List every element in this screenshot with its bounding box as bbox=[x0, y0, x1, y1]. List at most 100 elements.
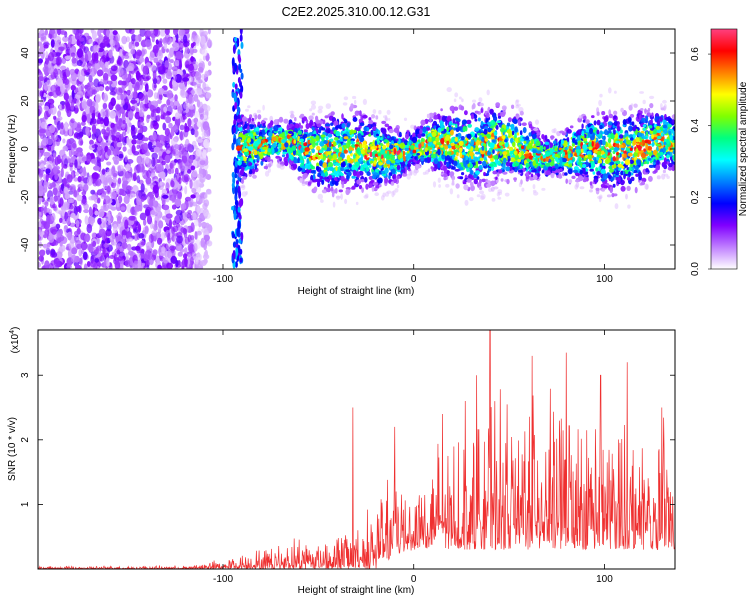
heat-cell bbox=[373, 126, 376, 131]
heat-cell bbox=[38, 255, 44, 262]
heat-cell bbox=[236, 227, 240, 237]
heat-cell bbox=[257, 121, 261, 126]
heat-cell bbox=[310, 170, 316, 174]
heat-cell bbox=[111, 178, 118, 183]
heat-cell bbox=[194, 71, 202, 81]
heat-cell bbox=[318, 160, 323, 167]
heat-cell bbox=[145, 75, 151, 81]
heat-cell bbox=[106, 29, 110, 37]
heat-cell bbox=[203, 234, 210, 242]
heat-cell bbox=[156, 237, 163, 245]
heat-cell bbox=[77, 164, 81, 169]
heat-cell bbox=[164, 154, 171, 164]
heat-cell bbox=[169, 59, 174, 64]
heat-cell bbox=[43, 234, 48, 239]
heat-cell bbox=[110, 78, 118, 88]
heat-cell bbox=[51, 228, 57, 235]
heat-cell bbox=[340, 167, 345, 172]
heat-cell bbox=[114, 260, 121, 269]
heat-cell bbox=[162, 78, 168, 84]
heat-cell bbox=[197, 173, 204, 179]
heat-cell bbox=[48, 234, 55, 243]
heat-cell bbox=[231, 182, 235, 188]
heat-cell bbox=[592, 171, 596, 175]
heat-cell bbox=[71, 149, 75, 156]
heat-cell bbox=[190, 222, 195, 233]
heat-cell bbox=[299, 138, 305, 142]
heat-cell bbox=[239, 248, 243, 255]
heat-cell bbox=[79, 257, 83, 266]
heat-cell bbox=[506, 178, 510, 185]
heat-cell bbox=[467, 123, 473, 128]
heat-cell bbox=[56, 154, 61, 165]
heat-cell bbox=[100, 78, 104, 85]
heat-cell bbox=[187, 210, 193, 215]
heat-cell bbox=[183, 102, 189, 110]
heat-cell bbox=[44, 201, 49, 207]
heat-cell bbox=[234, 199, 238, 206]
heat-cell bbox=[199, 160, 206, 166]
heat-cell bbox=[283, 118, 289, 124]
heat-cell bbox=[60, 30, 67, 35]
heat-cell bbox=[70, 156, 76, 163]
heat-cell bbox=[504, 192, 510, 197]
heat-cell bbox=[136, 175, 141, 184]
heat-cell bbox=[161, 246, 166, 254]
heat-cell bbox=[176, 235, 183, 244]
heat-cell bbox=[148, 233, 154, 243]
heat-cell bbox=[204, 105, 211, 112]
heat-cell bbox=[38, 181, 42, 186]
heat-cell bbox=[76, 194, 83, 202]
heat-cell bbox=[130, 126, 137, 135]
heat-cell bbox=[171, 66, 179, 71]
heat-cell bbox=[264, 170, 270, 177]
heat-cell bbox=[203, 212, 211, 219]
heat-cell bbox=[106, 161, 112, 166]
heat-cell bbox=[199, 31, 206, 37]
heat-cell bbox=[550, 136, 554, 140]
heat-cell bbox=[532, 184, 536, 190]
heat-cell bbox=[131, 185, 139, 195]
heat-cell bbox=[138, 109, 143, 117]
heat-cell bbox=[97, 112, 101, 120]
heat-cell bbox=[152, 108, 159, 114]
heat-cell bbox=[174, 198, 182, 207]
heat-cell bbox=[458, 140, 464, 147]
heat-cell bbox=[257, 114, 262, 120]
heat-cell bbox=[101, 55, 108, 63]
heat-cell bbox=[175, 151, 179, 160]
heat-cell bbox=[75, 152, 82, 157]
heat-cell bbox=[87, 176, 93, 186]
heat-cell bbox=[145, 177, 152, 185]
heat-cell bbox=[66, 218, 71, 226]
heat-cell bbox=[456, 194, 460, 199]
heat-cell bbox=[94, 178, 102, 187]
heat-cell bbox=[122, 50, 126, 55]
heat-cell bbox=[374, 192, 380, 197]
heat-cell bbox=[96, 119, 101, 125]
heat-cell bbox=[106, 127, 110, 132]
heat-cell bbox=[88, 74, 93, 83]
heat-cell bbox=[235, 238, 239, 245]
heat-cell bbox=[152, 184, 159, 194]
heat-cell bbox=[461, 172, 465, 176]
heat-cell bbox=[110, 191, 117, 199]
heat-cell bbox=[96, 236, 100, 245]
heat-cell bbox=[83, 183, 89, 192]
heat-cell bbox=[93, 249, 99, 255]
heat-cell bbox=[175, 117, 181, 126]
heat-cell bbox=[197, 66, 204, 73]
heat-cell bbox=[183, 247, 188, 253]
heat-cell bbox=[151, 36, 155, 43]
heat-cell bbox=[314, 178, 320, 182]
heat-cell bbox=[67, 231, 72, 241]
heat-cell bbox=[80, 176, 85, 181]
heat-cell bbox=[77, 176, 82, 183]
heat-cell bbox=[198, 107, 204, 114]
heat-cell bbox=[180, 90, 188, 99]
heat-cell bbox=[200, 237, 205, 248]
heat-cell bbox=[39, 90, 44, 97]
heat-cell bbox=[152, 77, 158, 85]
heat-cell bbox=[464, 199, 469, 206]
heat-cell bbox=[131, 34, 137, 42]
